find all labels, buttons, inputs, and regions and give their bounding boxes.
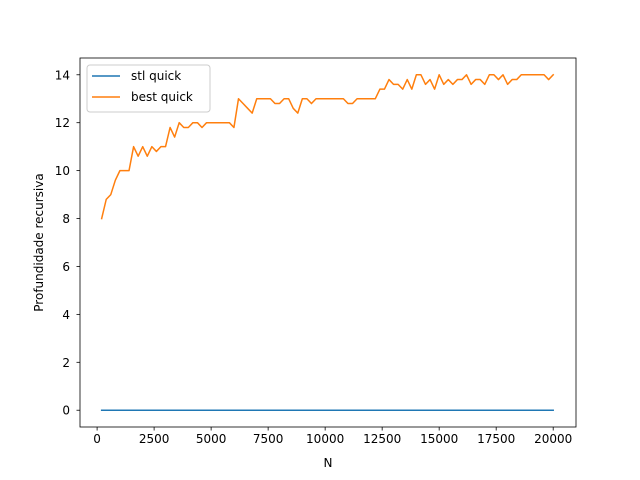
series-layer [100, 73, 555, 411]
x-tick-label: 15000 [420, 432, 458, 446]
plot-area [80, 58, 576, 427]
y-tick-label: 14 [55, 68, 70, 82]
series-line-best-quick [100, 73, 555, 220]
y-tick-label: 6 [62, 260, 70, 274]
y-tick-label: 4 [62, 308, 70, 322]
y-tick-label: 0 [62, 404, 70, 418]
y-tick-label: 8 [62, 212, 70, 226]
y-tick-label: 2 [62, 356, 70, 370]
x-tick-label: 2500 [139, 432, 170, 446]
x-tick-label: 12500 [363, 432, 401, 446]
y-axis-label: Profundidade recursiva [32, 173, 46, 311]
x-axis-label: N [324, 456, 333, 470]
x-tick-label: 0 [93, 432, 101, 446]
x-tick-label: 5000 [196, 432, 227, 446]
x-tick-label: 7500 [253, 432, 284, 446]
x-tick-label: 17500 [477, 432, 515, 446]
legend: stl quick best quick [86, 64, 211, 113]
plot-frame [79, 57, 577, 428]
y-tick-label: 10 [55, 164, 70, 178]
legend-label-stl-quick: stl quick [131, 69, 181, 83]
legend-label-best-quick: best quick [131, 90, 193, 104]
x-tick-label: 10000 [306, 432, 344, 446]
y-tick-label: 12 [55, 116, 70, 130]
axes-layer: 0 2500 5000 7500 10000 12500 15000 17500 20000 0 2… [55, 57, 577, 446]
x-tick-label: 20000 [534, 432, 572, 446]
